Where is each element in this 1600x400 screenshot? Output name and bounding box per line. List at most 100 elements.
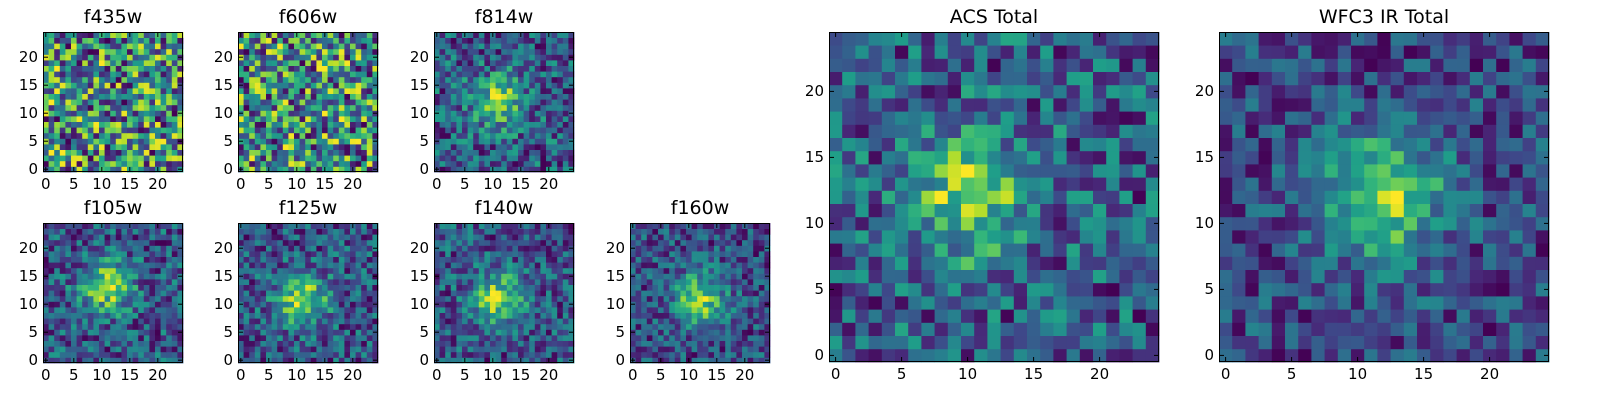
heatmap-cell (93, 37, 100, 44)
heatmap-cell (456, 340, 463, 347)
heatmap-cell (462, 351, 468, 358)
heatmap-cell (115, 110, 122, 117)
heatmap-cell (495, 54, 502, 61)
heatmap-cell (48, 32, 55, 38)
heatmap-cell (132, 228, 139, 235)
heatmap-cell (881, 322, 896, 336)
heatmap-cell (518, 239, 524, 246)
heatmap-cell (305, 48, 312, 55)
heatmap-cell (1000, 137, 1015, 152)
heatmap-cell (652, 335, 659, 341)
heatmap-cell (327, 132, 334, 139)
heatmap-cell (730, 351, 737, 358)
heatmap-cell (338, 295, 345, 302)
heatmap-cell (361, 357, 368, 364)
heatmap-cell (512, 267, 519, 274)
heatmap-cell (366, 239, 373, 246)
heatmap-cell (518, 127, 524, 134)
heatmap-cell (155, 82, 161, 89)
heatmap-cell (467, 43, 474, 50)
heatmap-cell (719, 239, 726, 246)
heatmap-cell (327, 155, 334, 162)
heatmap-cell (316, 290, 323, 297)
heatmap-cell (1040, 269, 1054, 284)
heatmap-cell (868, 309, 883, 323)
heatmap-cell (551, 307, 558, 313)
heatmap-cell (372, 60, 379, 66)
heatmap-cell (138, 71, 145, 78)
heatmap-cell (551, 295, 558, 302)
heatmap-cell (87, 76, 94, 83)
heatmap-cell (758, 251, 765, 257)
heatmap-cell (166, 301, 173, 308)
heatmap-cell (43, 295, 49, 302)
heatmap-cell (652, 267, 659, 274)
heatmap-cell (238, 307, 244, 313)
heatmap-cell (310, 251, 317, 257)
heatmap-cell (104, 251, 111, 257)
heatmap-cell (450, 65, 457, 72)
heatmap-cell (338, 284, 345, 291)
heatmap-cell (288, 295, 295, 302)
heatmap-cell (478, 138, 485, 145)
heatmap-cell (439, 251, 446, 257)
heatmap-cell (121, 104, 128, 111)
heatmap-cell (551, 48, 558, 55)
heatmap-cell (506, 60, 513, 66)
heatmap-cell (65, 273, 72, 280)
heatmap-cell (987, 335, 1001, 350)
heatmap-cell (104, 351, 111, 358)
heatmap-cell (238, 318, 244, 325)
heatmap-cell (652, 346, 659, 353)
heatmap-cell (48, 357, 55, 364)
heatmap-cell (104, 48, 111, 55)
heatmap-cell (99, 37, 105, 44)
heatmap-cell (43, 93, 49, 100)
heatmap-cell (934, 230, 949, 244)
heatmap-cell (288, 144, 295, 150)
heatmap-cell (467, 228, 474, 235)
heatmap-cell (71, 65, 77, 72)
heatmap-cell (59, 82, 66, 89)
heatmap-cell (171, 273, 178, 280)
heatmap-cell (138, 346, 145, 353)
heatmap-cell (855, 203, 869, 218)
heatmap-cell (76, 93, 83, 100)
heatmap-cell (551, 88, 558, 94)
heatmap-cell (568, 43, 575, 50)
heatmap-cell (506, 346, 513, 353)
heatmap-cell (171, 284, 178, 291)
heatmap-cell (747, 340, 754, 347)
heatmap-cell (121, 284, 128, 291)
heatmap-cell (551, 166, 558, 173)
heatmap-cell (305, 357, 312, 364)
heatmap-cell (506, 54, 513, 61)
heatmap-cell (155, 239, 161, 246)
heatmap-cell (355, 71, 362, 78)
heatmap-cell (495, 279, 502, 285)
heatmap-cell (445, 351, 452, 358)
heatmap-cell (288, 155, 295, 162)
heatmap-cell (534, 346, 541, 353)
heatmap-cell (361, 239, 368, 246)
heatmap-cell (758, 245, 765, 252)
heatmap-cell (895, 190, 909, 204)
heatmap-cell (299, 223, 306, 229)
heatmap-cell (434, 37, 440, 44)
heatmap-cell (121, 54, 128, 61)
heatmap-cell (366, 166, 373, 173)
heatmap-cell (366, 340, 373, 347)
heatmap-cell (450, 48, 457, 55)
heatmap-cell (310, 290, 317, 297)
heatmap-cell (680, 301, 687, 308)
heatmap-cell (294, 262, 300, 269)
heatmap-cell (987, 203, 1001, 218)
heatmap-cell (277, 223, 284, 229)
heatmap-cell (719, 279, 726, 285)
heatmap-cell (484, 284, 491, 291)
heatmap-cell (271, 335, 278, 341)
heatmap-cell (54, 239, 61, 246)
heatmap-cell (143, 116, 150, 122)
heatmap-cell (506, 351, 513, 358)
heatmap-cell (138, 228, 145, 235)
